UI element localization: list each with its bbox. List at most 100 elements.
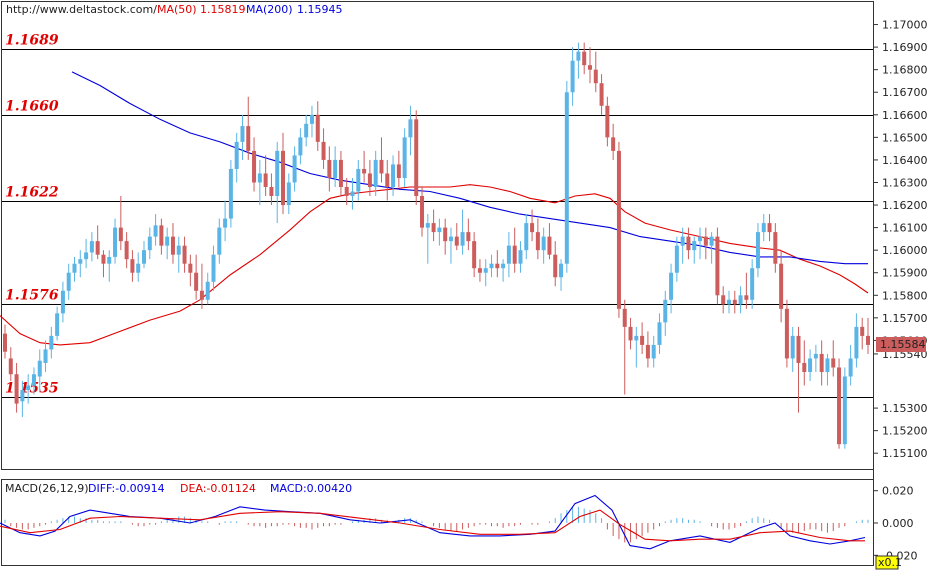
price-tick-label: 1.16700 (882, 86, 928, 99)
price-axis-ticks: 1.17000 1.16900 1.16800 1.16700 1.16600 1.165… (873, 19, 928, 460)
candle (587, 47, 592, 84)
macd-tick-label: 0.020 (882, 485, 914, 498)
candle (338, 150, 343, 197)
candlesticks (3, 42, 870, 449)
price-tick-label: 1.15200 (882, 425, 928, 438)
candle (240, 114, 245, 160)
candle (559, 259, 564, 291)
price-tick-label: 1.16000 (882, 244, 928, 257)
ma50-line (0, 184, 869, 346)
candle (3, 324, 7, 359)
candle (547, 223, 552, 260)
candle (60, 281, 65, 323)
macd-dea-label: DEA:-0.01124 (180, 482, 256, 495)
candle (570, 47, 575, 106)
level-label-4: 1.1535 (5, 381, 59, 397)
candle (385, 159, 390, 201)
price-tick-label: 1.15900 (882, 267, 928, 280)
candle (321, 128, 326, 169)
candle (252, 137, 257, 192)
moving-averages (0, 71, 869, 346)
macd-histogram (4, 506, 869, 543)
candle (55, 306, 60, 341)
candle (199, 263, 204, 309)
candle (78, 250, 83, 278)
candle (721, 286, 726, 314)
candle (379, 137, 384, 183)
candle (408, 105, 413, 156)
candle (460, 209, 465, 255)
candle (49, 326, 54, 359)
candle (634, 326, 639, 368)
candle (541, 227, 546, 264)
candle (802, 340, 807, 386)
candle (350, 177, 355, 210)
candle (437, 218, 442, 246)
candle (153, 214, 158, 246)
candle (443, 218, 448, 255)
candle (576, 42, 581, 79)
price-tick-label: 1.16800 (882, 64, 928, 77)
candle (425, 214, 430, 264)
price-tick-label: 1.16300 (882, 176, 928, 189)
candle (524, 214, 529, 260)
candle (315, 101, 320, 151)
site-url[interactable]: http://www.deltastock.com/ (6, 3, 157, 16)
candle (165, 227, 170, 260)
candle (373, 150, 378, 197)
candle (808, 349, 813, 382)
candle (860, 317, 865, 350)
candle (159, 218, 164, 255)
price-tick-label: 1.16400 (882, 154, 928, 167)
ma200-value: 1.15945 (297, 3, 343, 16)
candle (530, 209, 535, 242)
candle (848, 344, 853, 386)
candle (784, 299, 789, 368)
price-tick-label: 1.16200 (882, 199, 928, 212)
candle (391, 155, 396, 197)
candle (564, 80, 569, 273)
macd-scale-label: x0.1 (878, 556, 902, 569)
candle (37, 349, 42, 393)
macd-panel-frame (1, 479, 874, 566)
candle (414, 110, 419, 206)
candle (281, 132, 286, 215)
macd-scale-badge[interactable]: x0.1 (875, 555, 902, 570)
candle (512, 227, 517, 273)
candle (825, 353, 830, 386)
candle (286, 173, 291, 215)
candle (298, 128, 303, 165)
candle (95, 225, 100, 260)
candle (217, 218, 222, 264)
candle (709, 232, 714, 264)
candle (269, 173, 274, 206)
candle (124, 232, 129, 269)
candle (448, 227, 453, 264)
candle (205, 272, 210, 305)
price-tick-label: 1.16100 (882, 222, 928, 235)
candle (188, 254, 193, 287)
level-label-0: 1.1689 (5, 33, 59, 49)
candle (698, 227, 703, 260)
candle (8, 347, 13, 382)
candle (472, 232, 477, 278)
candle (535, 218, 540, 260)
candle (779, 250, 784, 323)
candle (275, 141, 280, 224)
ma200-label: MA(200) (246, 3, 293, 16)
candle (628, 317, 633, 350)
candle (715, 227, 720, 305)
price-tick-label: 1.15700 (882, 312, 928, 325)
macd-diff-label: DIFF:-0.00914 (88, 482, 165, 495)
candle (553, 241, 558, 287)
candle (796, 326, 801, 413)
current-price-label: 1.15584 (880, 338, 926, 351)
candle (107, 250, 112, 282)
candle (84, 238, 89, 269)
candle (831, 340, 836, 377)
candle (582, 42, 587, 75)
ma200-line (71, 71, 868, 265)
macd-diff-line (0, 494, 866, 550)
